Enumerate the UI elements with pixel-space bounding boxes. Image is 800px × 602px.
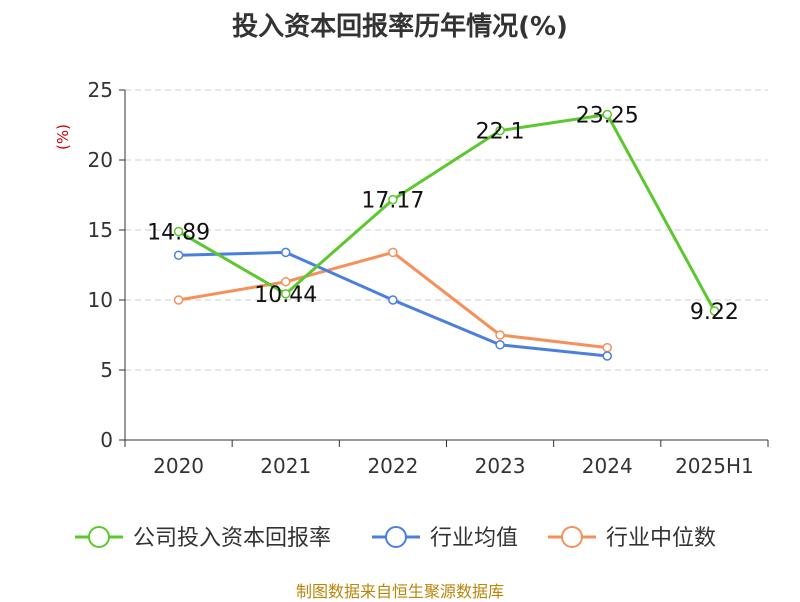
x-tick-label: 2021 [260,454,311,478]
x-tick-label: 2022 [367,454,418,478]
legend-label: 公司投入资本回报率 [133,526,331,551]
source-footer: 制图数据来自恒生聚源数据库 [295,582,504,601]
data-point [495,340,505,350]
grid-lines [125,89,768,371]
y-tick-label: 15 [88,218,113,242]
data-point [173,226,184,237]
data-point [388,194,398,205]
data-point [602,342,612,353]
legend-marker [385,526,407,548]
data-point [281,289,291,299]
y-tick-label: 10 [88,288,113,312]
data-point [388,247,398,258]
data-point [495,125,505,136]
x-tick-label: 2024 [582,454,633,478]
data-point [602,109,612,120]
series-lines: 14.89 10.44 17.17 22.1 23.25 9.22 [147,104,739,361]
data-point [602,351,612,361]
data-label: 14.89 [147,221,210,246]
axes: 0 5 10 15 20 25 2020 2021 2022 2023 2024 2025H1 [88,78,769,478]
data-point [388,295,398,305]
legend-label: 行业均值 [430,526,518,551]
data-point [281,247,291,258]
data-point [281,277,291,287]
data-label: 23.25 [576,104,639,129]
data-label: 22.1 [476,120,525,145]
y-tick-label: 5 [100,358,113,382]
x-tick-label: 2023 [475,454,526,478]
x-tick-label: 2020 [153,454,204,478]
legend-marker [88,526,110,548]
series-line [177,113,716,312]
data-point [495,330,505,340]
chart-title: 投入资本回报率历年情况(%) [232,12,568,42]
data-label: 9.22 [690,300,739,325]
legend: 公司投入资本回报率 行业均值 行业中位数 [75,526,716,551]
y-tick-label: 20 [88,148,113,172]
data-point [173,250,184,260]
data-label: 10.44 [254,283,317,308]
data-label: 17.17 [361,189,424,214]
legend-marker [561,526,583,548]
data-point [709,306,720,316]
y-tick-label: 0 [100,428,113,452]
x-tick-label: 2025H1 [675,454,754,478]
legend-label: 行业中位数 [606,526,716,551]
y-tick-label: 25 [88,78,113,102]
data-point [173,295,184,305]
